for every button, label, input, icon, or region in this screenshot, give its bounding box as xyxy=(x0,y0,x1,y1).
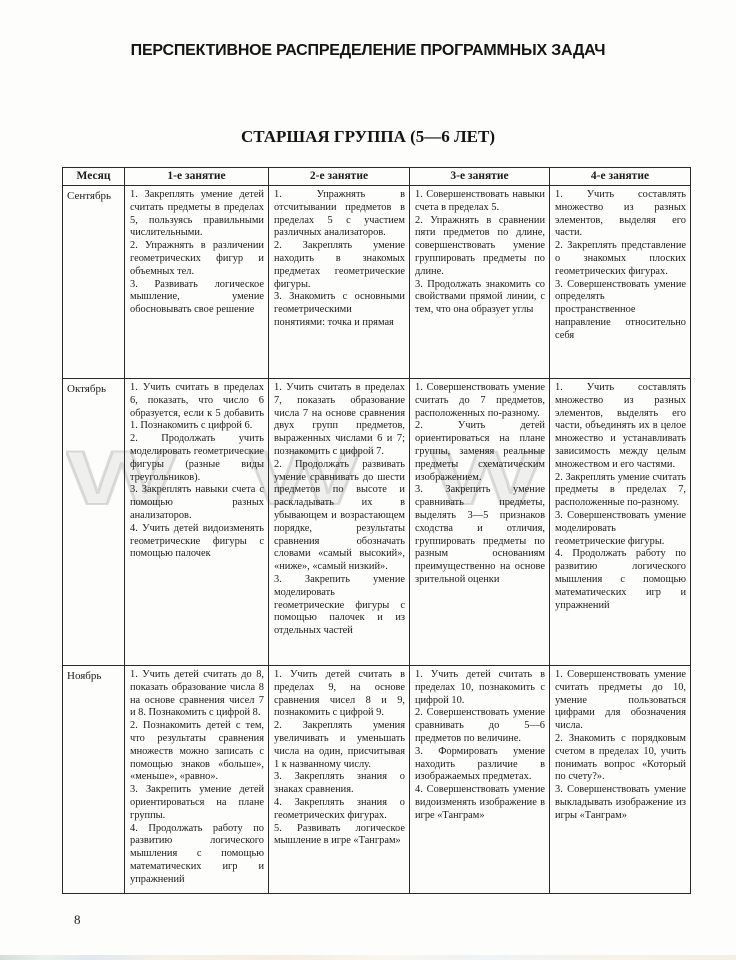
table-row-october: Октябрь 1. Учить считать в пределах 6, п… xyxy=(62,378,691,666)
page-number: 8 xyxy=(74,912,81,927)
table-header-row: Месяц 1-е занятие 2-е занятие 3-е заняти… xyxy=(62,167,691,186)
table-row-september: Сентябрь 1. Закреплять умение детей счит… xyxy=(62,185,691,379)
lesson-cell: 1. Совершенствовать умение считать предм… xyxy=(549,665,691,894)
lesson-cell: 1. Упражнять в отсчитывании предметов в … xyxy=(268,185,410,379)
lesson-cell: 1. Совершенствовать навыки счета в преде… xyxy=(409,185,550,379)
header-lesson-2: 2-е занятие xyxy=(268,167,410,186)
month-cell: Октябрь xyxy=(62,378,125,666)
lesson-cell: 1. Учить составлять множество из разных … xyxy=(549,185,691,379)
header-lesson-4: 4-е занятие xyxy=(549,167,691,186)
header-month: Месяц xyxy=(62,167,125,186)
scan-edge-strip xyxy=(0,955,736,960)
group-subtitle: СТАРШАЯ ГРУППА (5—6 ЛЕТ) xyxy=(240,127,496,146)
page-title: ПЕРСПЕКТИВНОЕ РАСПРЕДЕЛЕНИЕ ПРОГРАММНЫХ … xyxy=(130,42,606,59)
header-lesson-1: 1-е занятие xyxy=(124,167,269,186)
lesson-cell: 1. Учить считать в пределах 7, показать … xyxy=(268,378,410,666)
lesson-cell: 1. Учить считать в пределах 6, показать,… xyxy=(124,378,269,666)
month-cell: Сентябрь xyxy=(62,185,125,379)
lesson-cell: 1. Совершенствовать умение считать до 7 … xyxy=(409,378,550,666)
lesson-cell: 1. Учить детей считать в пределах 10, по… xyxy=(409,665,550,894)
lesson-cell: 1. Учить составлять множество из разных … xyxy=(549,378,691,666)
month-cell: Ноябрь xyxy=(62,665,125,894)
lesson-cell: 1. Закреплять умение детей считать предм… xyxy=(124,185,269,379)
header-lesson-3: 3-е занятие xyxy=(409,167,550,186)
schedule-table: Месяц 1-е занятие 2-е занятие 3-е заняти… xyxy=(62,167,691,894)
lesson-cell: 1. Учить детей считать до 8, показать об… xyxy=(124,665,269,894)
lesson-cell: 1. Учить детей считать в пределах 9, на … xyxy=(268,665,410,894)
table-row-november: Ноябрь 1. Учить детей считать до 8, пока… xyxy=(62,665,691,894)
